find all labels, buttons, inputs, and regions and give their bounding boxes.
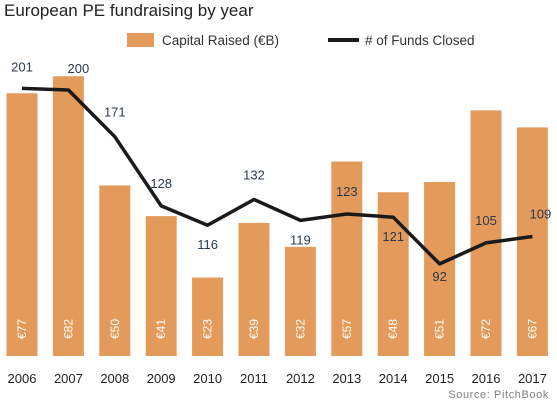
- bar-2009: [145, 216, 177, 356]
- x-tick-2015: 2015: [425, 371, 454, 386]
- x-tick-2010: 2010: [193, 371, 222, 386]
- line-label-2006: 201: [11, 59, 33, 74]
- line-label-2015: 92: [432, 269, 446, 284]
- bar-label-2015: €51: [433, 319, 447, 339]
- x-tick-2009: 2009: [147, 371, 176, 386]
- x-tick-2008: 2008: [100, 371, 129, 386]
- line-label-2013: 123: [336, 184, 358, 199]
- legend-label-funds: # of Funds Closed: [365, 33, 475, 48]
- bar-label-2010: €23: [201, 319, 215, 339]
- x-axis-ticks: 2006 2007 2008 2009 2010 2011 2012 2013 2014 2015…: [8, 371, 547, 386]
- line-label-2011: 132: [243, 167, 265, 182]
- bar-label-2011: €39: [247, 319, 261, 339]
- bar-2013: [331, 161, 363, 356]
- legend-swatch-capital: [127, 33, 154, 47]
- line-label-2012: 119: [290, 232, 311, 247]
- bar-label-2008: €50: [108, 319, 122, 339]
- bar-2011: [238, 222, 270, 356]
- funds-line: [21, 86, 533, 266]
- x-tick-2006: 2006: [8, 371, 37, 386]
- x-tick-2016: 2016: [472, 371, 501, 386]
- bar-2017: [516, 127, 548, 356]
- bar-2006: [6, 93, 38, 356]
- legend-label-capital: Capital Raised (€B): [162, 33, 279, 48]
- line-label-2010: 116: [197, 237, 218, 252]
- bar-2010: [192, 277, 224, 356]
- bar-label-2017: €67: [525, 319, 539, 339]
- x-tick-2007: 2007: [54, 371, 83, 386]
- legend: Capital Raised (€B) # of Funds Closed: [127, 33, 475, 48]
- bar-label-2016: €72: [479, 319, 493, 339]
- x-tick-2017: 2017: [518, 371, 547, 386]
- bar-labels: €77 €82 €50 €41 €23 €39 €32 €57 €48 €51 €72 €67: [15, 319, 539, 339]
- line-label-2014: 121: [382, 229, 404, 244]
- x-tick-2012: 2012: [286, 371, 315, 386]
- line-label-2016: 105: [475, 213, 497, 228]
- bar-2016: [470, 110, 502, 357]
- bar-label-2014: €48: [386, 319, 400, 339]
- line-label-2017: 109: [530, 207, 552, 222]
- bar-series: [6, 76, 548, 357]
- line-label-2008: 171: [104, 105, 126, 120]
- source-note: Source: PitchBook: [448, 389, 549, 401]
- bar-2012: [284, 246, 316, 356]
- bar-2007: [52, 76, 84, 356]
- bar-label-2009: €41: [154, 319, 168, 339]
- bar-2008: [99, 185, 131, 356]
- bar-label-2013: €57: [340, 319, 354, 339]
- bar-label-2006: €77: [15, 319, 29, 339]
- line-label-2007: 200: [68, 61, 90, 76]
- line-label-2009: 128: [150, 176, 172, 191]
- bar-2015: [424, 182, 456, 356]
- bar-label-2007: €82: [61, 319, 75, 339]
- bar-label-2012: €32: [293, 319, 307, 339]
- x-tick-2013: 2013: [332, 371, 361, 386]
- chart-title: European PE fundraising by year: [4, 1, 254, 20]
- x-tick-2014: 2014: [379, 371, 408, 386]
- x-tick-2011: 2011: [240, 371, 268, 386]
- line-labels: 201 200 171 128 116 132 119 123 121 92 105 109: [11, 59, 551, 283]
